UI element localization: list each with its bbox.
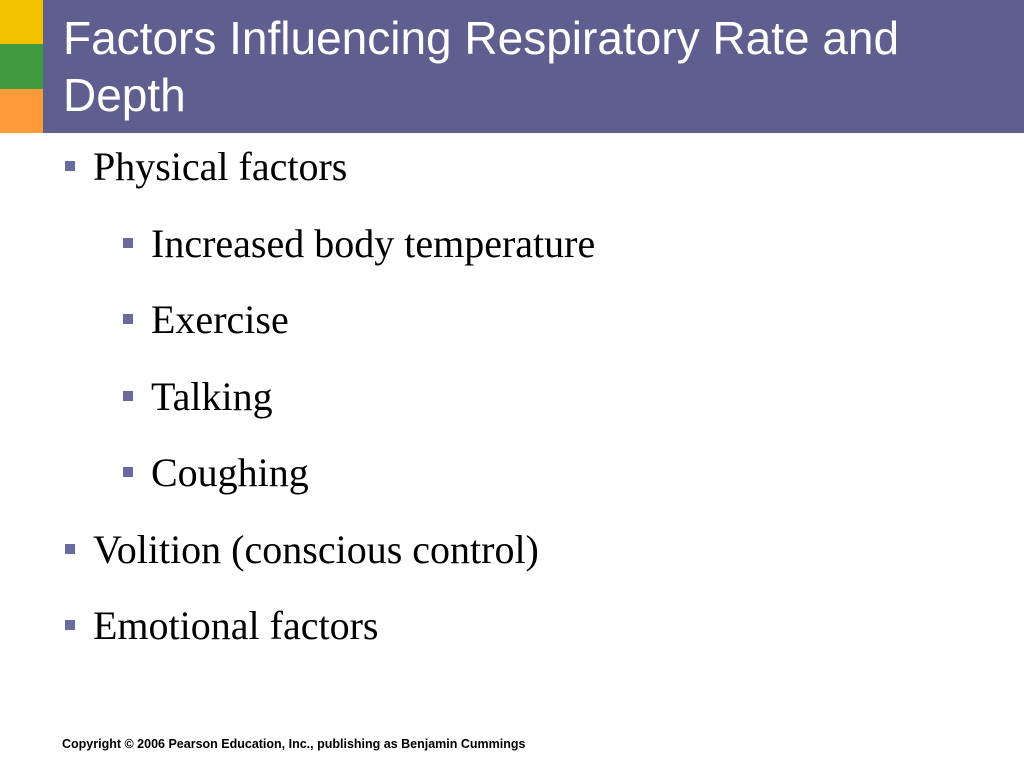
bullet-text: Talking: [151, 373, 273, 419]
bullet-text: Exercise: [151, 296, 289, 342]
title-bar: Factors Influencing Respiratory Rate and…: [43, 0, 1024, 133]
square-bullet-icon: [65, 620, 75, 630]
square-bullet-icon: [123, 314, 133, 324]
bullet-item-volition: Volition (conscious control): [65, 525, 539, 573]
bullet-item-increased-body-temperature: Increased body temperature: [123, 219, 595, 267]
accent-block-yellow: [0, 0, 43, 44]
bullet-item-physical-factors: Physical factors: [65, 142, 347, 190]
accent-bar: [0, 0, 43, 133]
square-bullet-icon: [65, 544, 75, 554]
bullet-item-coughing: Coughing: [123, 448, 309, 496]
square-bullet-icon: [123, 391, 133, 401]
bullet-text: Volition (conscious control): [93, 526, 539, 572]
bullet-text: Emotional factors: [93, 602, 379, 648]
bullet-item-exercise: Exercise: [123, 295, 289, 343]
square-bullet-icon: [123, 467, 133, 477]
bullet-text: Physical factors: [93, 143, 348, 189]
slide-title: Factors Influencing Respiratory Rate and…: [63, 12, 900, 121]
accent-block-orange: [0, 89, 43, 133]
bullet-item-emotional-factors: Emotional factors: [65, 601, 378, 649]
footer-copyright: Copyright © 2006 Pearson Education, Inc.…: [62, 737, 526, 751]
square-bullet-icon: [65, 161, 75, 171]
accent-block-green: [0, 44, 43, 89]
bullet-text: Coughing: [151, 449, 309, 495]
bullet-item-talking: Talking: [123, 372, 273, 420]
square-bullet-icon: [123, 238, 133, 248]
bullet-text: Increased body temperature: [151, 220, 596, 266]
